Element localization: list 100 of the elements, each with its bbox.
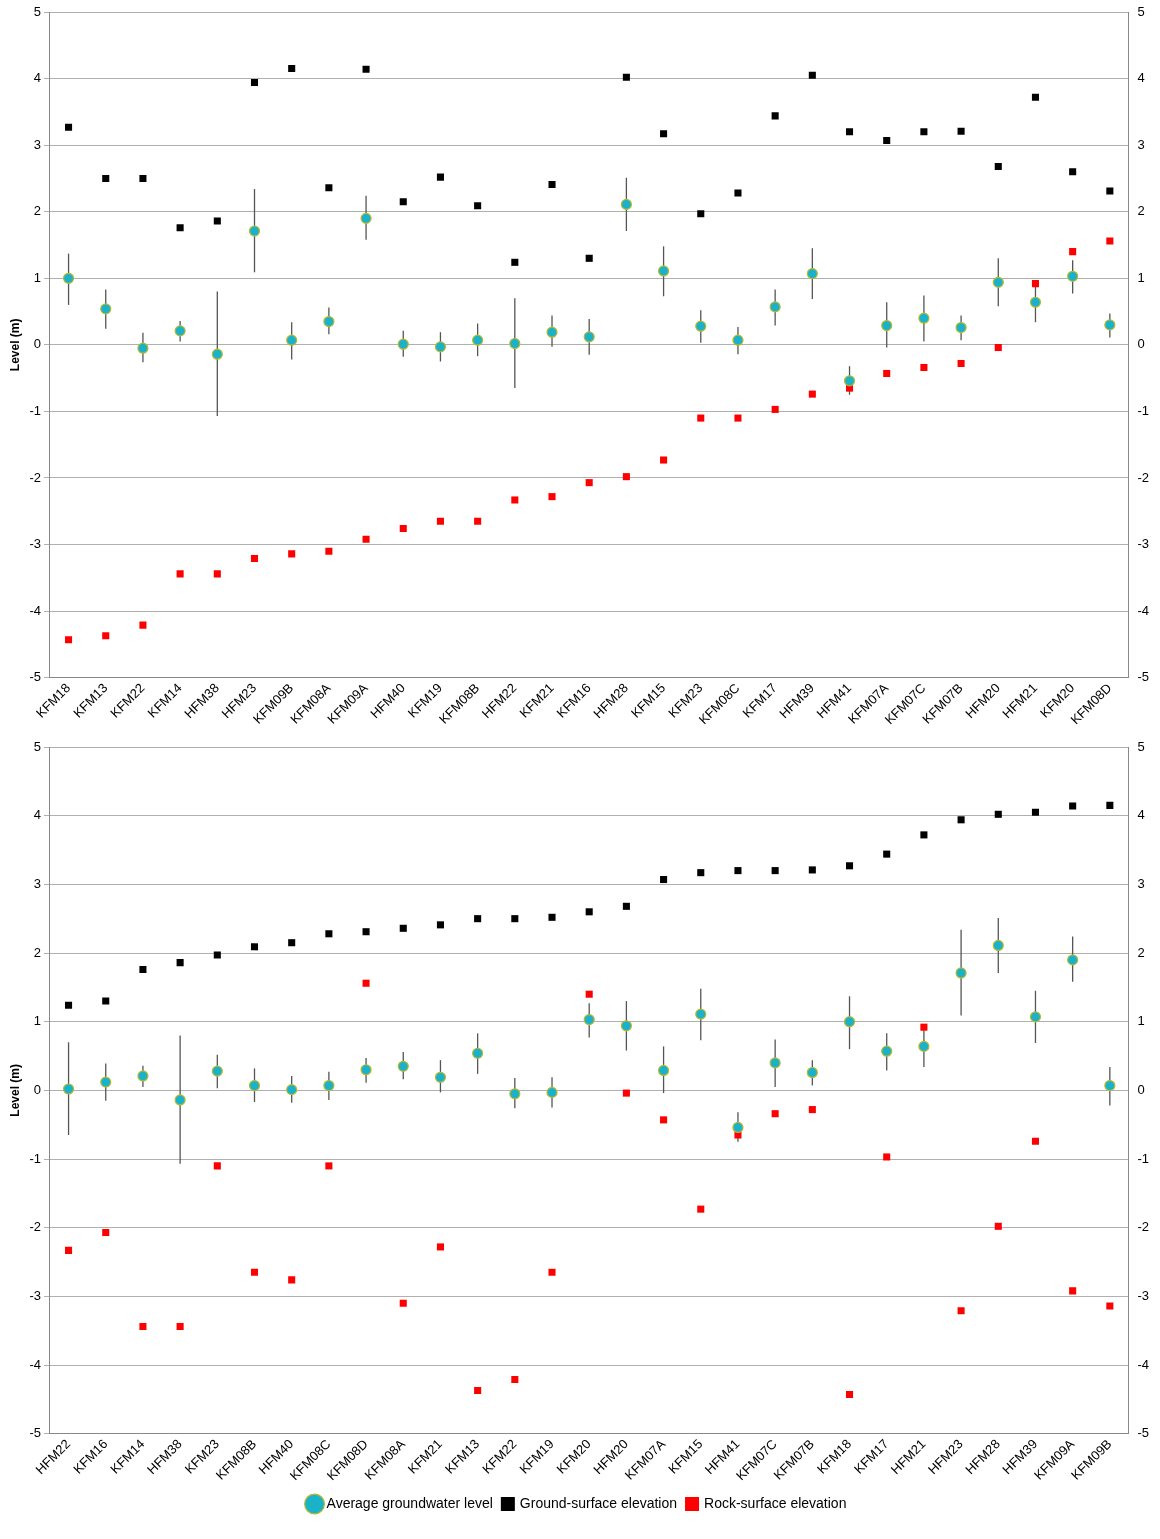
- point: [139, 621, 147, 629]
- legend-label: Rock-surface elevation: [704, 1494, 847, 1511]
- point: [660, 1116, 668, 1124]
- point: [806, 1066, 818, 1079]
- point: [1069, 802, 1077, 810]
- point: [399, 1299, 407, 1307]
- point: [434, 341, 447, 353]
- point: [1031, 93, 1039, 101]
- point: [65, 636, 73, 644]
- point: [176, 959, 184, 967]
- point: [511, 1375, 519, 1383]
- y-tick-label: -3: [29, 536, 41, 552]
- point: [695, 320, 707, 332]
- point: [622, 902, 630, 910]
- point: [920, 128, 928, 136]
- point: [436, 173, 444, 181]
- y-tick-label: -2: [29, 469, 41, 485]
- y-tick-label: 2: [33, 203, 41, 219]
- point: [992, 939, 1004, 952]
- point: [548, 493, 556, 501]
- y-axis-title: Level (m): [7, 1064, 22, 1117]
- y2-tick-label: 0: [1137, 1081, 1145, 1097]
- point: [622, 73, 630, 81]
- point: [250, 1268, 259, 1276]
- point: [918, 1040, 930, 1052]
- point: [362, 65, 370, 73]
- y2-tick-label: 1: [1137, 269, 1145, 285]
- point: [620, 198, 632, 210]
- point: [734, 867, 742, 875]
- y-tick-label: -1: [29, 403, 41, 418]
- point: [845, 862, 854, 870]
- point: [436, 1243, 444, 1251]
- point: [213, 217, 221, 225]
- y2-tick-label: 5: [1137, 3, 1145, 19]
- point: [771, 867, 779, 875]
- point: [955, 967, 967, 979]
- y-tick-label: -5: [29, 1425, 41, 1441]
- y2-tick-label: -1: [1137, 1150, 1149, 1166]
- point: [994, 343, 1002, 352]
- point: [362, 535, 370, 543]
- point: [139, 965, 147, 974]
- point: [1106, 237, 1114, 245]
- y-tick-label: 5: [33, 738, 41, 754]
- point: [137, 342, 149, 354]
- y2-tick-label: 2: [1137, 944, 1145, 960]
- point: [248, 1079, 261, 1092]
- point: [883, 850, 891, 858]
- point: [994, 1222, 1002, 1230]
- y-tick-label: 1: [33, 269, 41, 285]
- point: [288, 939, 296, 947]
- point: [657, 1064, 670, 1077]
- point: [732, 334, 744, 346]
- point: [585, 908, 593, 916]
- y-tick-label: 3: [33, 136, 41, 152]
- point: [732, 1121, 744, 1134]
- y-tick-label: 0: [33, 336, 41, 352]
- point: [881, 1045, 893, 1057]
- point: [325, 1162, 333, 1170]
- point: [1067, 954, 1079, 966]
- point: [211, 1065, 223, 1077]
- y2-tick-label: -5: [1137, 669, 1149, 685]
- point: [176, 570, 184, 578]
- point: [65, 1001, 73, 1009]
- y-tick-label: -2: [29, 1219, 41, 1235]
- point: [695, 1008, 707, 1020]
- point: [548, 180, 556, 188]
- point: [546, 1086, 558, 1099]
- point: [1029, 1011, 1042, 1023]
- y-tick-label: 1: [33, 1013, 41, 1029]
- point: [660, 456, 668, 464]
- point: [65, 1246, 73, 1254]
- point: [734, 414, 742, 422]
- point: [697, 1205, 705, 1213]
- point: [1069, 1287, 1077, 1295]
- point: [474, 202, 482, 210]
- y-tick-label: -3: [29, 1287, 41, 1303]
- point: [1104, 319, 1116, 331]
- point: [62, 1083, 75, 1095]
- point: [769, 1057, 781, 1069]
- point: [660, 130, 668, 138]
- point: [397, 1060, 409, 1072]
- point: [100, 1076, 112, 1088]
- point: [548, 1268, 556, 1276]
- point: [362, 979, 370, 987]
- y2-tick-label: -4: [1137, 1356, 1149, 1372]
- y-tick-label: 4: [33, 70, 41, 86]
- point: [174, 1094, 186, 1106]
- point: [360, 1064, 372, 1076]
- point: [174, 325, 186, 337]
- point: [994, 810, 1002, 818]
- point: [845, 128, 854, 136]
- point: [918, 312, 930, 324]
- point: [1031, 1137, 1039, 1145]
- point: [1031, 808, 1039, 816]
- y2-tick-label: -2: [1137, 469, 1149, 485]
- point: [585, 254, 593, 262]
- point: [734, 189, 742, 197]
- point: [509, 337, 521, 350]
- point: [806, 268, 818, 280]
- y-tick-label: -1: [29, 1150, 41, 1166]
